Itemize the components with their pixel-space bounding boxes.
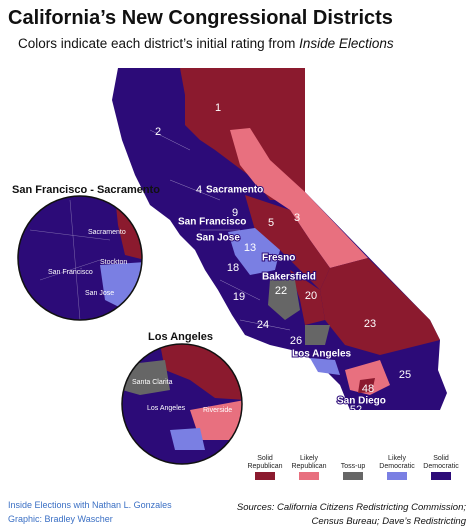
district-number: 24 — [257, 319, 269, 331]
district-number: 25 — [399, 369, 411, 381]
source: Sources: California Citizens Redistricti… — [237, 502, 466, 513]
district-number: 13 — [244, 242, 256, 254]
credit: Inside Elections with Nathan L. Gonzales — [8, 500, 172, 510]
district-number: 48 — [362, 383, 374, 395]
inset-label: Stockton — [100, 259, 127, 266]
legend-label: Likely — [300, 455, 318, 462]
legend-swatch — [387, 472, 407, 480]
district-number: 22 — [275, 285, 287, 297]
source: Census Bureau; Dave’s Redistricting — [311, 516, 466, 527]
district-number: 26 — [290, 335, 302, 347]
legend-swatch — [299, 472, 319, 480]
subtitle-source: Inside Elections — [299, 36, 394, 51]
legend-label: Solid — [257, 455, 273, 462]
inset-title: Los Angeles — [148, 331, 213, 343]
legend-label: Democratic — [423, 463, 459, 470]
district-number: 4 — [196, 184, 202, 196]
city-label: Fresno — [262, 253, 295, 264]
subtitle: Colors indicate each district’s initial … — [18, 36, 394, 51]
district-number: 52 — [350, 404, 362, 416]
inset-label: San Francisco — [48, 269, 93, 276]
district-number: 1 — [215, 102, 221, 114]
legend-label: Toss-up — [341, 463, 366, 470]
state-map — [112, 68, 447, 410]
district-number: 20 — [305, 290, 317, 302]
inset-label: Sacramento — [88, 229, 126, 236]
district-number: 23 — [364, 318, 376, 330]
legend-label: Likely — [388, 455, 406, 462]
city-label: Sacramento — [206, 185, 263, 196]
subtitle-text: Colors indicate each district’s initial … — [18, 36, 299, 51]
legend-label: Solid — [433, 455, 449, 462]
inset-label: Riverside — [203, 407, 232, 414]
credit: Graphic: Bradley Wascher — [8, 514, 113, 524]
district-number: 18 — [227, 262, 239, 274]
title: California’s New Congressional Districts — [8, 7, 393, 29]
legend-swatch — [255, 472, 275, 480]
inset-title: San Francisco - Sacramento — [12, 184, 160, 196]
city-label: Bakersfield — [262, 272, 316, 283]
district-number: 19 — [233, 291, 245, 303]
inset-label: Santa Clarita — [132, 379, 173, 386]
inset-label: San Jose — [85, 290, 114, 297]
district-number: 3 — [294, 212, 300, 224]
city-labels: Sacramento San Francisco San Jose Fresno… — [177, 184, 387, 408]
legend-swatch — [343, 472, 363, 480]
district-number: 9 — [232, 207, 238, 219]
city-label: San Jose — [196, 233, 240, 244]
district-number: 2 — [155, 126, 161, 138]
city-label: San Francisco — [178, 217, 246, 228]
inset-label: Los Angeles — [147, 405, 186, 412]
legend-label: Republican — [247, 463, 282, 470]
legend-label: Democratic — [379, 463, 415, 470]
district-numbers: 1 2 3 4 5 9 13 18 19 20 22 23 24 25 26 4… — [155, 102, 411, 416]
district-number: 5 — [268, 217, 274, 229]
city-label: San Diego — [337, 396, 386, 407]
city-label: Los Angeles — [292, 349, 352, 360]
legend-swatch — [431, 472, 451, 480]
legend-label: Republican — [291, 463, 326, 470]
